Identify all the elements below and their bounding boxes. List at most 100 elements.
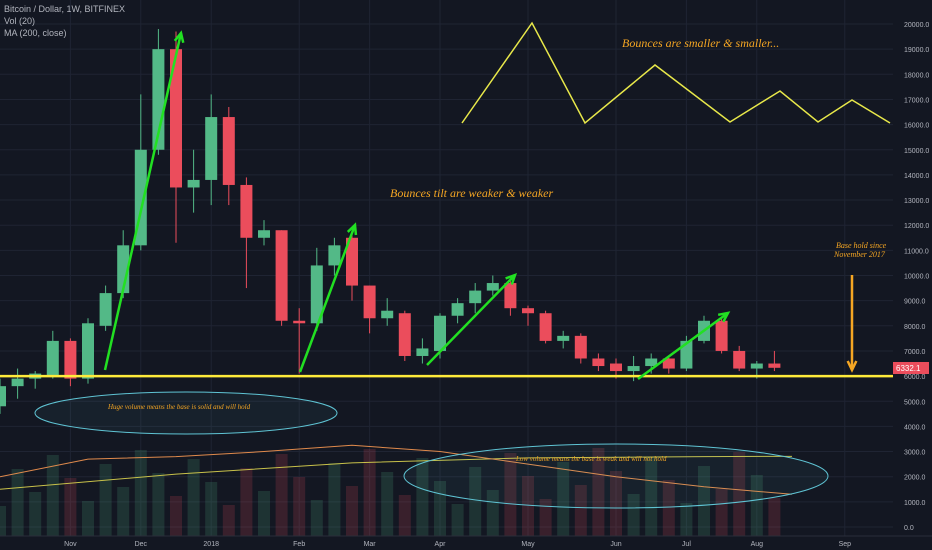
candle-body: [0, 386, 6, 407]
bounce-arrow-head: [717, 311, 731, 323]
x-tick-label: Mar: [364, 541, 377, 548]
volume-bar: [645, 457, 658, 536]
volume-bar: [768, 498, 781, 536]
volume-bar: [240, 468, 253, 536]
candle-body: [539, 313, 552, 341]
volume-bar: [539, 499, 552, 536]
candle-body: [240, 184, 253, 238]
x-tick-label: Sep: [839, 541, 852, 548]
x-tick-label: Apr: [435, 541, 447, 548]
volume-bar: [574, 485, 587, 536]
volume-bar: [469, 467, 482, 536]
volume-bar: [680, 503, 693, 536]
volume-bar: [398, 495, 411, 536]
x-tick-label: Aug: [751, 541, 764, 548]
y-tick-label: 9000.0: [904, 299, 926, 306]
volume-indicator-label: Vol (20): [4, 16, 36, 26]
volume-bar: [29, 492, 42, 536]
volume-bar: [592, 448, 605, 536]
volume-bar: [328, 463, 341, 536]
candle-body: [680, 340, 693, 369]
bounce-arrow: [298, 224, 357, 373]
y-tick-label: 3000.0: [904, 450, 926, 457]
volume-bar: [416, 458, 429, 536]
x-axis: Nov Dec 2018 Feb Mar Apr May Jun Jul Aug Sep: [0, 535, 932, 548]
candle-body: [363, 285, 376, 319]
volume-bars: [0, 448, 781, 536]
base-hold-arrow-head: [846, 360, 858, 373]
y-tick-label: 16000.0: [904, 123, 929, 130]
bounce-zigzag: [461, 21, 891, 125]
low-volume-ellipse: [403, 443, 829, 509]
volume-bar: [698, 466, 710, 536]
candle-body: [522, 308, 534, 314]
volume-bar: [170, 496, 182, 536]
volume-bar: [627, 494, 640, 536]
y-tick-label: 12000.0: [904, 223, 929, 230]
candle-body: [187, 179, 200, 188]
y-tick-label: 8000.0: [904, 324, 926, 331]
candle-body: [328, 245, 341, 266]
x-tick-label: 2018: [203, 541, 219, 548]
candle-body: [645, 358, 658, 367]
candle-body: [715, 320, 728, 351]
y-tick-label: 13000.0: [904, 198, 929, 205]
candle-body: [99, 293, 112, 326]
volume-bar: [662, 480, 675, 536]
candle-body: [557, 335, 570, 341]
volume-bar: [205, 482, 218, 536]
volume-bar: [222, 505, 235, 536]
y-tick-label: 0.0: [904, 525, 914, 532]
candle-body: [293, 320, 306, 324]
volume-bar: [522, 476, 534, 536]
candle-body: [346, 237, 358, 286]
candle-body: [381, 310, 394, 319]
y-tick-label: 4000.0: [904, 424, 926, 431]
bounce-arrow: [103, 32, 183, 371]
candle-body: [592, 358, 605, 367]
bounce-arrow-head: [346, 222, 358, 236]
volume-bar: [610, 471, 622, 536]
volume-bar: [733, 452, 746, 536]
candle-body: [205, 117, 218, 180]
volume-bar: [152, 473, 165, 536]
candle-body: [574, 335, 587, 359]
candle-body: [258, 230, 270, 238]
chart-legend: Bitcoin / Dollar, 1W, BITFINEX Vol (20) …: [4, 3, 125, 39]
x-tick-label: Dec: [135, 541, 148, 548]
x-tick-label: Feb: [293, 541, 305, 548]
volume-bar: [557, 462, 570, 536]
candle-body: [750, 363, 763, 369]
volume-bar: [11, 469, 24, 536]
price-badge: 6332.1: [896, 364, 921, 373]
chart-title: Bitcoin / Dollar, 1W, BITFINEX: [4, 4, 126, 14]
volume-bar: [64, 478, 77, 536]
y-axis: 0.0 1000.0 2000.0 3000.0 4000.0 5000.0 6000.0 7…: [904, 22, 929, 532]
candle-body: [627, 366, 640, 372]
volume-bar: [293, 477, 306, 536]
huge-volume-ellipse: [34, 391, 338, 435]
volume-bar: [346, 486, 358, 536]
y-tick-label: 14000.0: [904, 173, 929, 180]
candle-body: [504, 283, 517, 309]
indicator-lines: [0, 444, 793, 495]
base-hold-annotation-line1: Base hold since: [836, 241, 887, 250]
price-badge-bg: [893, 362, 929, 374]
bounce-arrow: [637, 311, 729, 381]
candles: [0, 29, 781, 414]
candle-body: [610, 363, 622, 372]
y-tick-label: 2000.0: [904, 475, 926, 482]
candle-body: [662, 358, 675, 369]
ma200-line: [0, 455, 793, 490]
candle-body: [451, 303, 464, 316]
candle-body: [416, 348, 429, 356]
x-tick-label: May: [521, 541, 535, 548]
candle-body: [733, 350, 746, 369]
candle-body: [170, 49, 182, 188]
x-tick-label: Nov: [64, 541, 77, 548]
bounce-arrow-head: [505, 272, 518, 285]
candle-body: [82, 323, 94, 379]
volume-bar: [99, 464, 112, 536]
bounce-arrow-head: [173, 30, 185, 44]
